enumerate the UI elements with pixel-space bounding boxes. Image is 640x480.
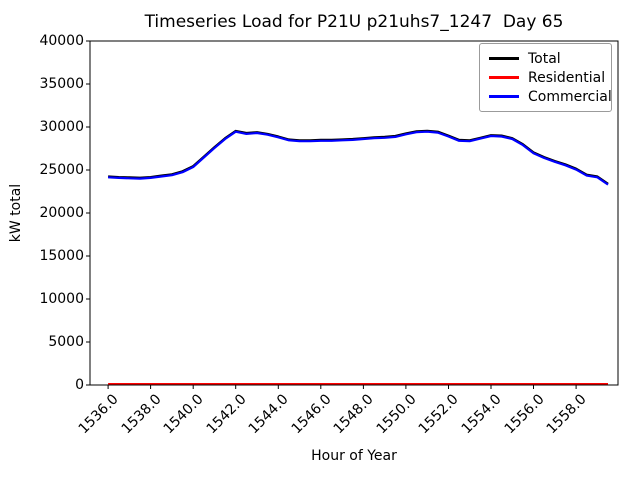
legend-label: Total — [528, 50, 561, 67]
y-tick-label: 5000 — [48, 334, 84, 350]
y-tick-label: 20000 — [39, 205, 84, 221]
y-tick-label: 10000 — [39, 291, 84, 307]
legend-line-sample — [489, 95, 519, 98]
chart-title: Timeseries Load for P21U p21uhs7_1247 Da… — [144, 12, 564, 32]
series-line-commercial — [108, 130, 609, 186]
y-tick-label: 30000 — [39, 119, 84, 135]
legend-item-commercial: Commercial — [480, 87, 612, 106]
plot-border — [89, 40, 619, 386]
legend-item-residential: Residential — [480, 68, 611, 87]
y-tick-label: 25000 — [39, 162, 84, 178]
legend-label: Commercial — [528, 88, 612, 105]
legend-item-total: Total — [480, 49, 611, 68]
y-tick-label: 40000 — [39, 33, 84, 49]
legend-label: Residential — [528, 69, 606, 86]
y-tick-label: 15000 — [39, 248, 84, 264]
legend-line-sample — [489, 57, 519, 60]
axis-ticks — [86, 40, 577, 389]
legend-line-sample — [489, 76, 519, 79]
x-axis-label: Hour of Year — [311, 448, 397, 464]
y-tick-label: 0 — [75, 377, 84, 393]
y-tick-label: 35000 — [39, 76, 84, 92]
legend: Total Residential Commercial — [479, 43, 612, 112]
